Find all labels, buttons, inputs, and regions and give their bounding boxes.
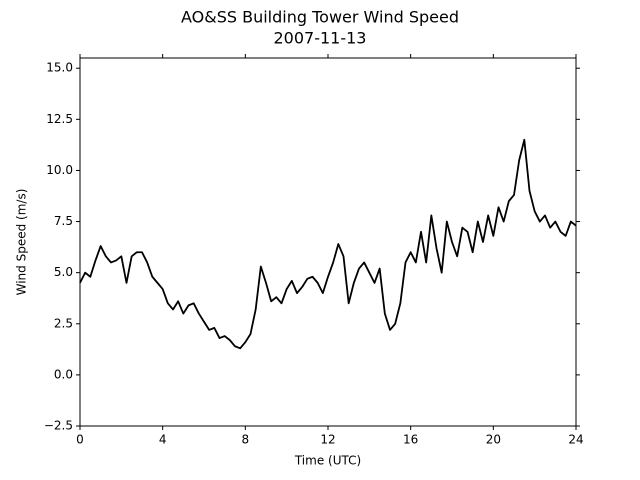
- y-tick-label: 10.0: [46, 163, 73, 177]
- x-tick-label: 0: [76, 433, 84, 447]
- y-tick-label: 15.0: [46, 61, 73, 75]
- x-tick-label: 24: [568, 433, 583, 447]
- x-tick-label: 20: [486, 433, 501, 447]
- x-tick-label: 16: [403, 433, 418, 447]
- x-tick-label: 12: [320, 433, 335, 447]
- chart-title: AO&SS Building Tower Wind Speed: [181, 8, 459, 27]
- x-axis-label: Time (UTC): [294, 454, 361, 468]
- y-tick-label: 7.5: [54, 214, 73, 228]
- y-tick-label: 5.0: [54, 265, 73, 279]
- y-tick-label: 0.0: [54, 367, 73, 381]
- y-tick-label: 2.5: [54, 316, 73, 330]
- data-line: [79, 138, 577, 350]
- x-tick-label: 4: [159, 433, 167, 447]
- chart-subtitle: 2007-11-13: [274, 29, 367, 48]
- y-axis-label: Wind Speed (m/s): [15, 189, 29, 296]
- plot-frame: [79, 57, 577, 427]
- y-tick-label: 12.5: [46, 112, 73, 126]
- x-tick-label: 8: [242, 433, 250, 447]
- y-tick-label: −2.5: [44, 419, 73, 433]
